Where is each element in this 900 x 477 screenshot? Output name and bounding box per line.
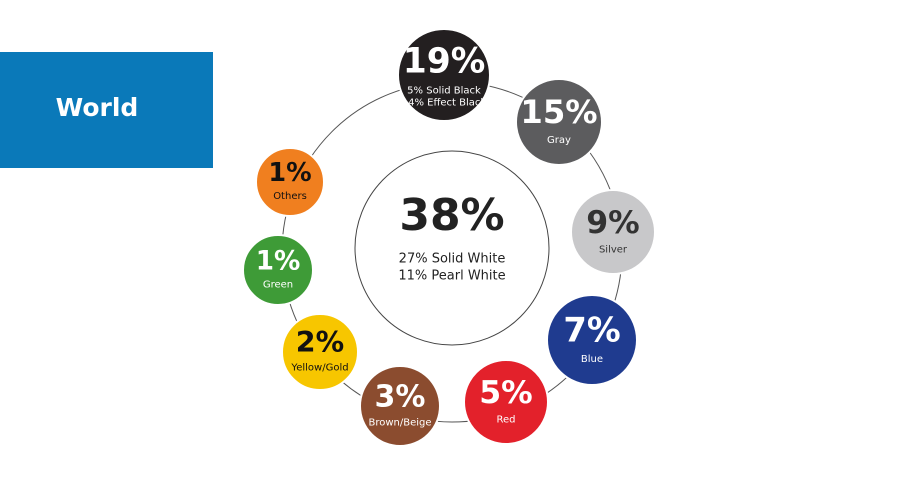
bubble — [359, 365, 441, 447]
center-value: 38% — [399, 190, 504, 241]
bubble — [255, 147, 325, 217]
bubble-value: 1% — [268, 158, 311, 188]
bubble-value: 15% — [520, 93, 597, 131]
bubble-label: Gray — [547, 135, 571, 146]
bubble-value: 7% — [563, 311, 620, 350]
center-line: 11% Pearl White — [398, 269, 505, 284]
bubble — [570, 189, 656, 275]
bubble-label: Yellow/Gold — [290, 363, 348, 374]
bubble — [546, 294, 638, 386]
bubble-value: 9% — [586, 205, 639, 241]
bubble — [463, 359, 549, 445]
bubble-label: 5% Solid Black — [407, 85, 481, 96]
title-box — [0, 52, 213, 168]
bubble-value: 5% — [479, 375, 532, 411]
bubble — [281, 313, 359, 391]
bubble — [515, 78, 603, 166]
bubble-label: Red — [497, 415, 516, 426]
bubble-label: Green — [263, 279, 293, 290]
bubble-label: Silver — [599, 245, 628, 256]
title: World — [56, 93, 139, 122]
bubble-label: Others — [273, 191, 307, 202]
bubble-label: Blue — [581, 354, 603, 365]
bubble — [397, 28, 491, 122]
bubble-value: 19% — [403, 42, 486, 82]
center-circle — [354, 150, 550, 346]
bubble-value: 3% — [375, 380, 426, 415]
center-line: 27% Solid White — [399, 252, 506, 267]
bubble-label: Brown/Beige — [368, 418, 431, 429]
bubble-label: 14% Effect Black — [402, 97, 487, 108]
bubble-value: 1% — [256, 247, 301, 277]
bubble-value: 2% — [296, 326, 344, 359]
bubble — [242, 234, 314, 306]
